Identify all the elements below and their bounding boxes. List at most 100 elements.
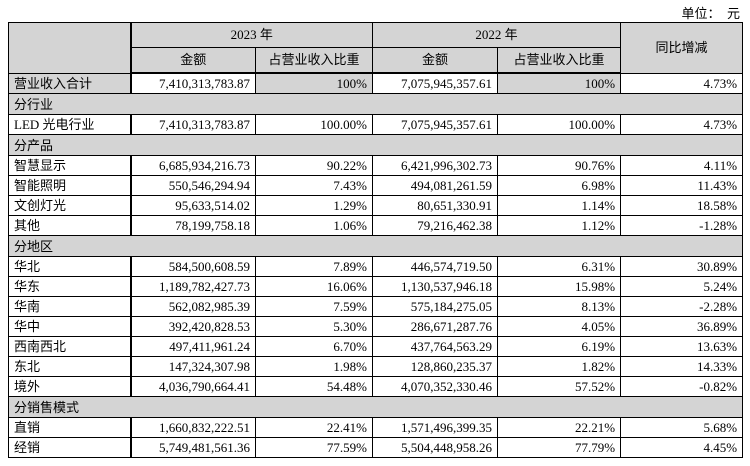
yoy-change: 4.73% <box>620 114 744 135</box>
section-label: 分产品 <box>7 134 744 156</box>
header-row-subcolumns: 金额 占营业收入比重 金额 占营业收入比重 <box>9 47 743 74</box>
ratio-2022: 57.52% <box>497 376 622 397</box>
section-label: 分行业 <box>7 93 744 115</box>
table-row: 华北 584,500,608.59 7.89% 446,574,719.50 6.31%… <box>8 256 744 277</box>
amount-2023: 1,189,782,427.73 <box>130 276 256 297</box>
ratio-2022: 100% <box>497 72 622 94</box>
row-label: 华南 <box>8 296 132 317</box>
section-label: 分销售模式 <box>7 396 744 418</box>
ratio-2022: 6.31% <box>497 256 622 277</box>
ratio-2022: 100.00% <box>497 114 622 135</box>
yoy-change: 13.63% <box>620 336 744 357</box>
revenue-breakdown-table: 2023 年 2022 年 同比增减 金额 占营业收入比重 金额 占营业收入比重… <box>7 22 744 458</box>
table-row: 经销 5,749,481,561.36 77.59% 5,504,448,958.26… <box>8 437 744 458</box>
row-label: 智慧显示 <box>8 155 132 176</box>
amount-2022: 1,571,496,399.35 <box>372 417 499 438</box>
yoy-change: -2.28% <box>620 296 744 317</box>
total-row: 营业收入合计 7,410,313,783.87 100% 7,075,945,357.… <box>8 72 744 94</box>
amount-2022: 6,421,996,302.73 <box>372 155 499 176</box>
row-label: LED 光电行业 <box>8 114 132 135</box>
amount-2022: 494,081,261.59 <box>372 175 499 196</box>
amount-2023: 6,685,934,216.73 <box>130 155 256 176</box>
row-label: 经销 <box>8 437 132 458</box>
table-row: 华东 1,189,782,427.73 16.06% 1,130,537,946.18… <box>8 276 744 297</box>
amount-2022: 80,651,330.91 <box>372 195 499 216</box>
amount-2022: 4,070,352,330.46 <box>372 376 499 397</box>
amount-2022: 79,216,462.38 <box>372 215 499 236</box>
yoy-change: 36.89% <box>620 316 744 337</box>
ratio-2022: 22.21% <box>497 417 622 438</box>
amount-2023: 95,633,514.02 <box>130 195 256 216</box>
header-corner-cell <box>8 22 132 74</box>
section-row: 分销售模式 <box>7 396 744 418</box>
amount-2023: 584,500,608.59 <box>130 256 256 277</box>
yoy-change: 14.33% <box>620 356 744 377</box>
ratio-2022: 6.19% <box>497 336 622 357</box>
row-label: 文创灯光 <box>8 195 132 216</box>
table-row: 其他 78,199,758.18 1.06% 79,216,462.38 1.12% -1… <box>8 215 744 236</box>
header-row-years: 2023 年 2022 年 同比增减 <box>8 22 744 74</box>
table-body: 营业收入合计 7,410,313,783.87 100% 7,075,945,357.… <box>7 72 744 458</box>
yoy-change: 18.58% <box>620 195 744 216</box>
yoy-change: 5.24% <box>620 276 744 297</box>
header-ratio-2022: 占营业收入比重 <box>497 47 622 74</box>
amount-2022: 7,075,945,357.61 <box>372 72 499 94</box>
ratio-2023: 22.41% <box>254 417 374 438</box>
ratio-2022: 4.05% <box>497 316 622 337</box>
row-label: 境外 <box>8 376 132 397</box>
section-row: 分行业 <box>7 93 744 115</box>
row-label: 华北 <box>8 256 132 277</box>
amount-2022: 128,860,235.37 <box>372 356 499 377</box>
row-label: 华东 <box>8 276 132 297</box>
table-header: 2023 年 2022 年 同比增减 金额 占营业收入比重 金额 占营业收入比重 <box>8 22 744 74</box>
table-row: 智慧显示 6,685,934,216.73 90.22% 6,421,996,302.… <box>8 155 744 176</box>
yoy-change: 4.11% <box>620 155 744 176</box>
header-year-2023: 2023 年 <box>129 22 374 48</box>
amount-2023: 78,199,758.18 <box>130 215 256 236</box>
yoy-change: 4.73% <box>620 72 744 94</box>
ratio-2023: 7.59% <box>254 296 374 317</box>
amount-2022: 1,130,537,946.18 <box>372 276 499 297</box>
table-row: 华南 562,082,985.39 7.59% 575,184,275.05 8.13%… <box>8 296 744 317</box>
row-label: 西南西北 <box>8 336 132 357</box>
amount-2022: 5,504,448,958.26 <box>372 437 499 458</box>
yoy-change: -1.28% <box>620 215 744 236</box>
row-label: 营业收入合计 <box>8 72 132 94</box>
ratio-2023: 6.70% <box>254 336 374 357</box>
ratio-2023: 16.06% <box>254 276 374 297</box>
header-amount-2022: 金额 <box>372 47 499 74</box>
amount-2023: 7,410,313,783.87 <box>130 114 256 135</box>
table-row: 境外 4,036,790,664.41 54.48% 4,070,352,330.46… <box>8 376 744 397</box>
ratio-2022: 1.12% <box>497 215 622 236</box>
table-row: 文创灯光 95,633,514.02 1.29% 80,651,330.91 1.14%… <box>8 195 744 216</box>
ratio-2022: 90.76% <box>497 155 622 176</box>
table-row: 智能照明 550,546,294.94 7.43% 494,081,261.59 6.9… <box>8 175 744 196</box>
ratio-2022: 8.13% <box>497 296 622 317</box>
ratio-2023: 1.06% <box>254 215 374 236</box>
ratio-2022: 1.14% <box>497 195 622 216</box>
row-label: 直销 <box>8 417 132 438</box>
yoy-change: 5.68% <box>620 417 744 438</box>
section-row: 分地区 <box>7 235 744 257</box>
row-label: 东北 <box>8 356 132 377</box>
ratio-2023: 100.00% <box>254 114 374 135</box>
table-row: LED 光电行业 7,410,313,783.87 100.00% 7,075,945… <box>8 114 744 135</box>
ratio-2023: 54.48% <box>254 376 374 397</box>
header-amount-2023: 金额 <box>130 47 256 74</box>
ratio-2022: 15.98% <box>497 276 622 297</box>
ratio-2023: 5.30% <box>254 316 374 337</box>
header-year-2022: 2022 年 <box>372 22 622 48</box>
amount-2022: 446,574,719.50 <box>372 256 499 277</box>
ratio-2022: 6.98% <box>497 175 622 196</box>
amount-2023: 4,036,790,664.41 <box>130 376 256 397</box>
amount-2023: 562,082,985.39 <box>130 296 256 317</box>
amount-2023: 7,410,313,783.87 <box>130 72 256 94</box>
amount-2022: 286,671,287.76 <box>372 316 499 337</box>
ratio-2023: 100% <box>254 72 374 94</box>
row-label: 华中 <box>8 316 132 337</box>
amount-2023: 147,324,307.98 <box>130 356 256 377</box>
amount-2022: 7,075,945,357.61 <box>372 114 499 135</box>
ratio-2023: 1.98% <box>254 356 374 377</box>
section-row: 分产品 <box>7 134 744 156</box>
header-yoy-change: 同比增减 <box>620 22 744 74</box>
